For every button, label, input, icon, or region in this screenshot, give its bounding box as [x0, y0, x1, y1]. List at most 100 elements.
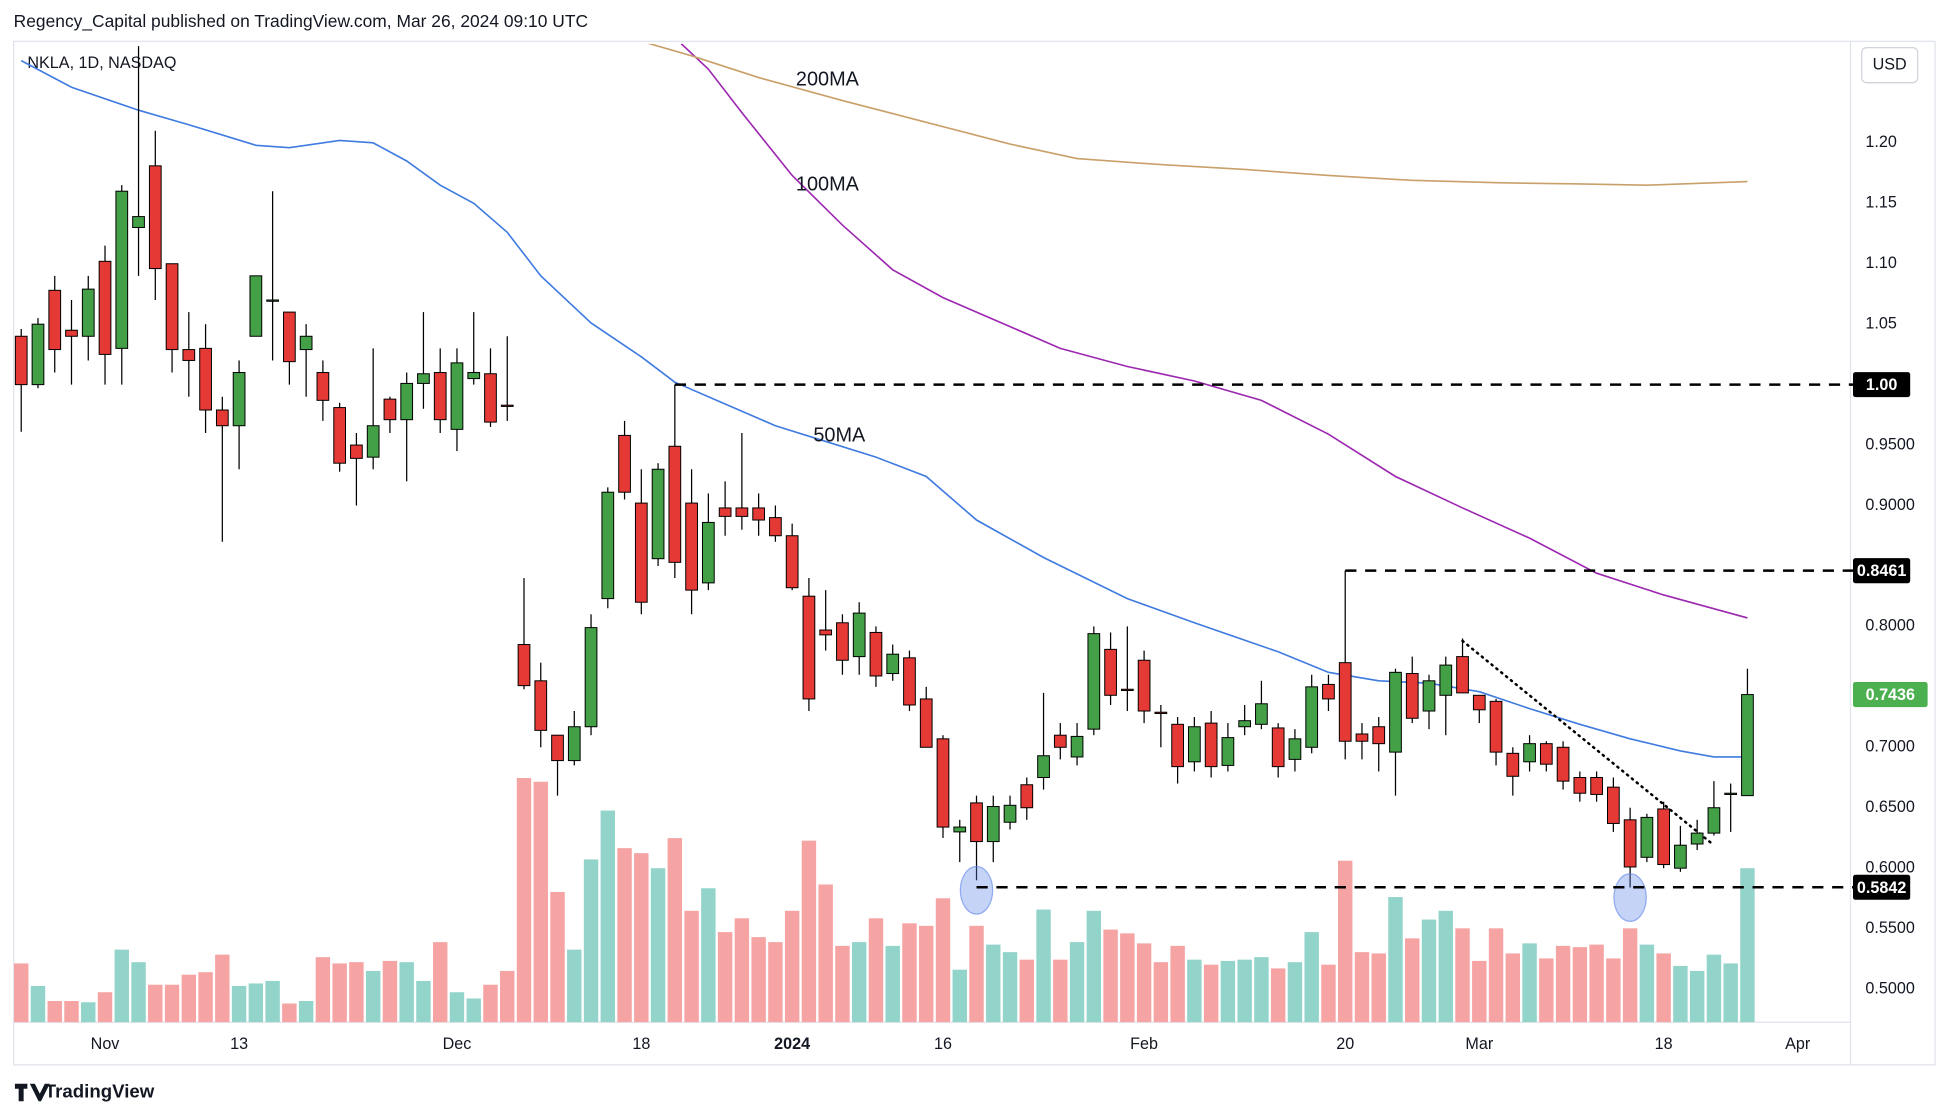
volume-bar — [1002, 952, 1018, 1023]
volume-bar — [667, 838, 683, 1023]
volume-bar — [466, 998, 481, 1023]
moving-average — [680, 43, 1748, 619]
price-badge — [1852, 372, 1911, 398]
candle-body — [132, 216, 145, 228]
candle-body — [685, 502, 698, 591]
candle-body — [1372, 726, 1386, 745]
volume-bar — [835, 945, 850, 1023]
candle-body — [1539, 743, 1553, 765]
candle-body — [1338, 662, 1352, 742]
volume-bar — [734, 918, 750, 1023]
candle-body — [1070, 735, 1084, 758]
candle-body — [1221, 737, 1235, 766]
candle-body — [1271, 727, 1285, 768]
volume-bar — [1455, 928, 1470, 1023]
volume-bar — [1656, 953, 1671, 1023]
x-tick-label: 18 — [632, 1035, 650, 1053]
candle-body — [1204, 722, 1218, 768]
volume-bar — [315, 957, 331, 1023]
volume-bar — [969, 925, 984, 1023]
candle-body — [165, 263, 179, 351]
candle-body — [936, 738, 950, 828]
volume-bar — [1103, 929, 1118, 1023]
volume-bar — [600, 810, 616, 1023]
candle-body — [584, 627, 598, 728]
candle-body — [1422, 680, 1436, 712]
volume-bar — [1740, 868, 1755, 1023]
y-tick-label: 0.5500 — [1865, 919, 1914, 937]
candle-body — [986, 806, 1000, 843]
volume-bar — [885, 945, 900, 1023]
price-badge-label: 1.00 — [1866, 376, 1897, 394]
candle-body — [1456, 656, 1469, 694]
y-tick-label: 0.6000 — [1865, 858, 1914, 876]
volume-bar — [198, 972, 213, 1023]
y-tick-label: 0.9000 — [1865, 496, 1914, 514]
candle-body — [283, 311, 296, 363]
y-tick-label: 0.8000 — [1865, 617, 1914, 635]
volume-bar — [1371, 953, 1386, 1023]
volume-bar — [1136, 943, 1152, 1023]
currency[interactable]: USD — [1873, 55, 1907, 73]
volume-bar — [433, 942, 448, 1023]
candle-body — [1590, 777, 1603, 795]
candle-body — [819, 629, 833, 636]
volume-bar — [1053, 959, 1068, 1023]
highlight — [1613, 873, 1647, 922]
candle-body — [1288, 738, 1302, 760]
candle-body — [232, 372, 246, 427]
candle-body — [316, 372, 330, 401]
moving-average — [647, 43, 1748, 186]
volume-bar — [64, 1001, 79, 1023]
price-badge — [1852, 874, 1911, 900]
ma-label: 100MA — [796, 174, 860, 196]
candle-body — [65, 329, 78, 337]
candle-body — [400, 382, 414, 421]
candle-body — [1355, 733, 1369, 742]
volume-bar — [1120, 933, 1135, 1023]
volume-bar — [768, 942, 783, 1023]
highlight — [959, 865, 994, 915]
candle-body — [484, 373, 497, 423]
volume-bar — [332, 963, 347, 1023]
volume-bar — [567, 949, 582, 1023]
publisher: Regency_Capital published on TradingView… — [14, 11, 588, 32]
symbol: NKLA, 1D, NASDAQ — [27, 54, 176, 72]
volume-bar — [181, 974, 197, 1023]
volume-bar — [97, 992, 113, 1023]
volume-bar — [751, 937, 766, 1023]
candle-body — [1623, 819, 1637, 868]
volume-bar — [986, 944, 1001, 1023]
candle-body — [1389, 671, 1402, 753]
volume-bar — [1036, 909, 1051, 1023]
volume-bar — [231, 985, 247, 1023]
volume-bar — [1187, 959, 1202, 1023]
volume-bar — [416, 980, 431, 1023]
volume-bar — [868, 918, 884, 1023]
candle-body — [1439, 664, 1453, 696]
candle-body — [634, 502, 648, 603]
y-tick-label: 0.7000 — [1865, 738, 1914, 756]
volume-bar — [1220, 960, 1236, 1023]
candle-body — [383, 398, 397, 421]
volume-bar — [1706, 954, 1722, 1023]
y-tick-label: 0.5000 — [1865, 979, 1914, 997]
candle-body — [31, 323, 45, 386]
volume-bar — [1689, 970, 1705, 1023]
currency-button[interactable] — [1861, 46, 1919, 84]
volume-bar — [634, 853, 649, 1023]
x-tick-label: 2024 — [774, 1035, 810, 1053]
volume-bar — [801, 840, 817, 1023]
y-tick-label: 0.6500 — [1865, 798, 1914, 816]
volume-bar — [349, 962, 364, 1023]
candle-body — [752, 507, 765, 521]
candle-body — [785, 535, 799, 589]
volume-bar — [114, 949, 129, 1023]
x-tick-label: Dec — [443, 1035, 472, 1053]
candle-body — [1305, 686, 1319, 748]
volume-bar — [952, 969, 967, 1023]
x-tick-label: Nov — [91, 1035, 121, 1053]
candle-body — [735, 507, 749, 517]
